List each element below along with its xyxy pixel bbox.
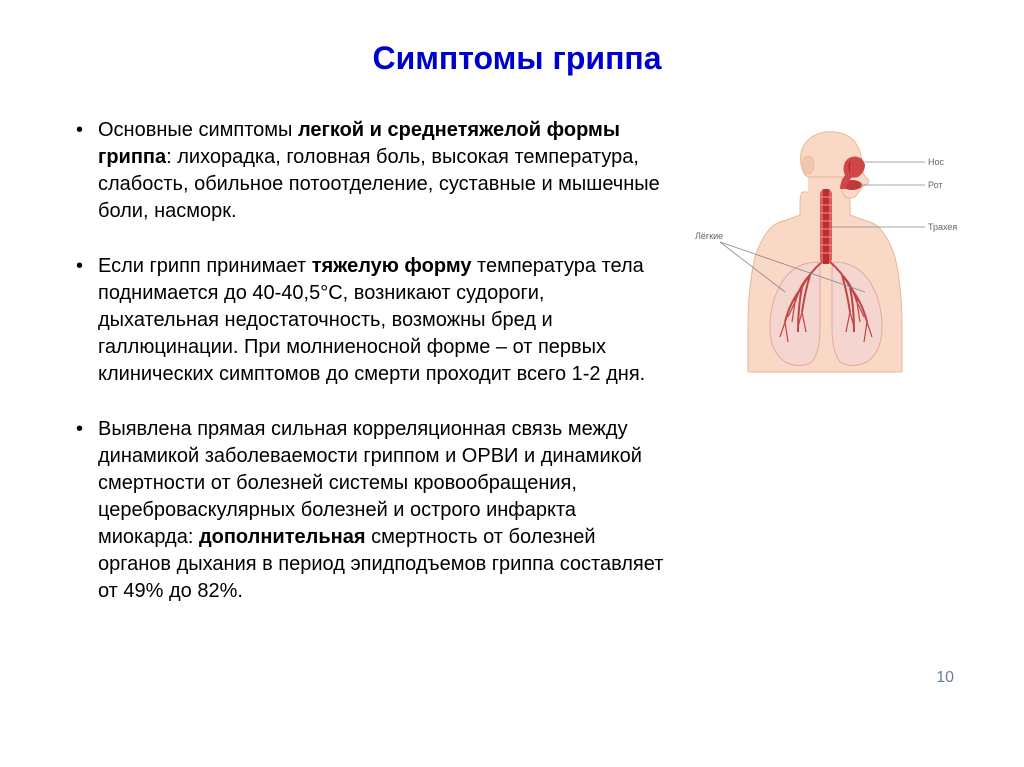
bullet-text-prefix: Основные симптомы	[98, 119, 298, 141]
content-area: Основные симптомы легкой и среднетяжелой…	[70, 117, 964, 633]
slide: Симптомы гриппа Основные симптомы легкой…	[0, 0, 1024, 767]
bullet-item: Выявлена прямая сильная корреляционная с…	[70, 416, 670, 605]
bullet-item: Если грипп принимает тяжелую форму темпе…	[70, 253, 670, 388]
label-mouth: Рот	[928, 180, 943, 190]
bullet-item: Основные симптомы легкой и среднетяжелой…	[70, 117, 670, 225]
label-trachea: Трахея	[928, 222, 957, 232]
bullet-text-prefix: Если грипп принимает	[98, 255, 312, 277]
text-column: Основные симптомы легкой и среднетяжелой…	[70, 117, 670, 633]
slide-title: Симптомы гриппа	[70, 40, 964, 77]
bullet-text-suffix: : лихорадка, головная боль, высокая темп…	[98, 146, 660, 222]
bullet-text-bold: тяжелую форму	[312, 255, 472, 277]
ear-shape	[802, 156, 814, 174]
respiratory-system-diagram: Нос Рот Трахея Лёгкие	[690, 127, 960, 377]
bullet-list: Основные симптомы легкой и среднетяжелой…	[70, 117, 670, 605]
label-nose: Нос	[928, 157, 945, 167]
bullet-text-bold: дополнительная	[199, 526, 366, 548]
label-lungs: Лёгкие	[695, 231, 723, 241]
image-column: Нос Рот Трахея Лёгкие	[690, 117, 960, 633]
page-number: 10	[936, 669, 954, 687]
